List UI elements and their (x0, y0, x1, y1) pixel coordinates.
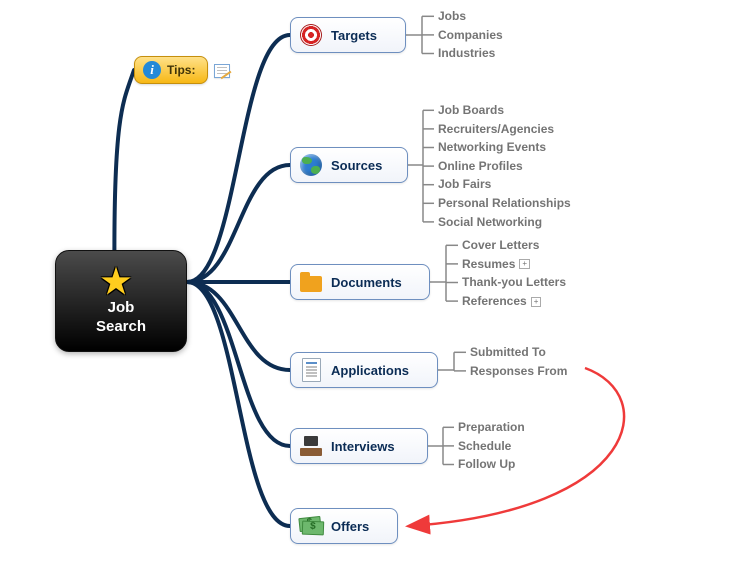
leaf-item[interactable]: Responses From (470, 362, 567, 381)
leaf-item[interactable]: Personal Relationships (438, 194, 571, 213)
branch-documents[interactable]: Documents (290, 264, 430, 300)
folder-icon (299, 270, 323, 294)
leaves-sources: Job BoardsRecruiters/AgenciesNetworking … (438, 101, 571, 231)
leaf-item[interactable]: Jobs (438, 7, 503, 26)
note-icon[interactable] (214, 64, 230, 78)
leaf-item[interactable]: Industries (438, 44, 503, 63)
root-title: Job Search (96, 299, 146, 337)
document-icon (299, 358, 323, 382)
tips-label: Tips: (167, 63, 195, 77)
branch-label: Offers (331, 519, 369, 534)
leaf-item[interactable]: Cover Letters (462, 236, 566, 255)
branch-label: Applications (331, 363, 409, 378)
branch-label: Documents (331, 275, 402, 290)
branch-label: Sources (331, 158, 382, 173)
leaf-item[interactable]: Companies (438, 26, 503, 45)
leaf-item[interactable]: Job Fairs (438, 175, 571, 194)
leaves-documents: Cover LettersResumes+Thank-you LettersRe… (462, 236, 566, 310)
leaf-item[interactable]: Follow Up (458, 455, 525, 474)
leaf-item[interactable]: References+ (462, 292, 566, 311)
leaf-item[interactable]: Networking Events (438, 138, 571, 157)
branch-sources[interactable]: Sources (290, 147, 408, 183)
leaf-item[interactable]: Online Profiles (438, 157, 571, 176)
tips-node[interactable]: i Tips: (134, 56, 208, 84)
branch-interviews[interactable]: Interviews (290, 428, 428, 464)
branch-label: Targets (331, 28, 377, 43)
leaf-item[interactable]: Submitted To (470, 343, 567, 362)
globe-icon (299, 153, 323, 177)
leaf-item[interactable]: Schedule (458, 437, 525, 456)
leaf-item[interactable]: Resumes+ (462, 255, 566, 274)
expand-icon[interactable]: + (519, 259, 530, 269)
money-icon (299, 514, 323, 538)
info-icon: i (143, 61, 161, 79)
root-node-job-search[interactable]: ★ Job Search (55, 250, 187, 352)
leaf-item[interactable]: Recruiters/Agencies (438, 120, 571, 139)
leaf-item[interactable]: Thank-you Letters (462, 273, 566, 292)
leaf-item[interactable]: Job Boards (438, 101, 571, 120)
branch-label: Interviews (331, 439, 395, 454)
branch-offers[interactable]: Offers (290, 508, 398, 544)
leaves-applications: Submitted ToResponses From (470, 343, 567, 380)
branch-applications[interactable]: Applications (290, 352, 438, 388)
target-icon (299, 23, 323, 47)
leaf-item[interactable]: Social Networking (438, 213, 571, 232)
star-icon: ★ (101, 265, 131, 299)
desk-icon (299, 434, 323, 458)
mindmap-canvas: { "canvas": { "width": 750, "height": 56… (0, 0, 750, 563)
leaf-item[interactable]: Preparation (458, 418, 525, 437)
leaves-targets: JobsCompaniesIndustries (438, 7, 503, 63)
leaves-interviews: PreparationScheduleFollow Up (458, 418, 525, 474)
branch-targets[interactable]: Targets (290, 17, 406, 53)
expand-icon[interactable]: + (531, 297, 542, 307)
